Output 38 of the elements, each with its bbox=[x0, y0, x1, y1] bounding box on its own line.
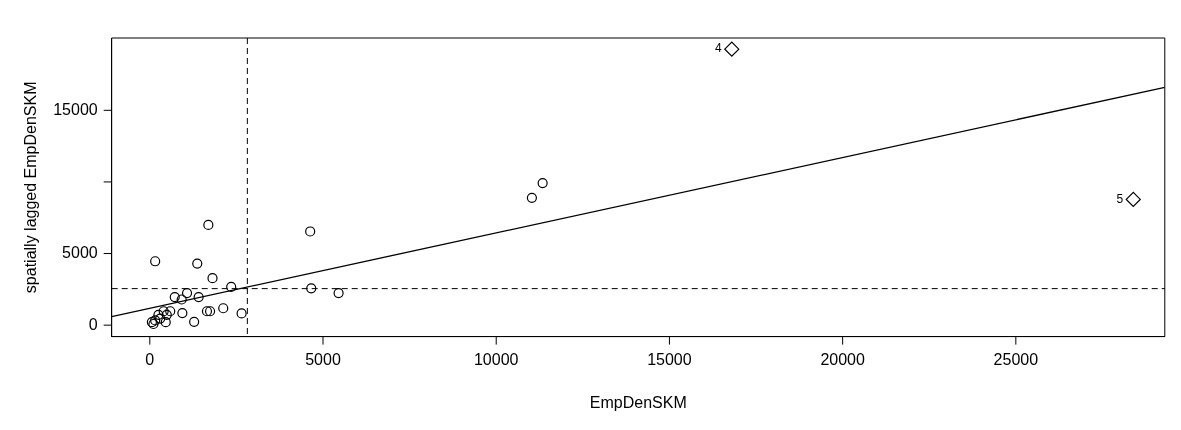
point bbox=[333, 287, 344, 299]
point bbox=[218, 303, 229, 314]
point bbox=[176, 294, 187, 305]
point bbox=[165, 306, 176, 317]
x-tick-label: 20000 bbox=[820, 350, 865, 368]
y-tick-label: 0 bbox=[88, 315, 98, 333]
x-tick-label: 15000 bbox=[647, 350, 692, 368]
point bbox=[203, 219, 214, 230]
point bbox=[305, 226, 316, 237]
point bbox=[181, 287, 193, 299]
point bbox=[724, 41, 740, 57]
point bbox=[537, 177, 548, 189]
x-axis-title: EmpDenSKM bbox=[589, 393, 687, 411]
point bbox=[177, 308, 188, 319]
y-tick-label: 5000 bbox=[62, 243, 98, 261]
point bbox=[526, 192, 537, 203]
point bbox=[1125, 191, 1141, 207]
x-tick-label: 5000 bbox=[305, 350, 341, 368]
point bbox=[226, 281, 237, 292]
point bbox=[193, 291, 204, 303]
y-tick-label: 15000 bbox=[53, 100, 98, 118]
point bbox=[150, 315, 161, 326]
point bbox=[155, 313, 166, 324]
point bbox=[160, 317, 171, 328]
x-tick-label: 25000 bbox=[993, 350, 1039, 368]
point bbox=[150, 256, 161, 267]
annotation: 5 bbox=[1116, 191, 1124, 206]
x-tick-label: 10000 bbox=[473, 350, 519, 368]
x-tick-label: 0 bbox=[145, 350, 155, 368]
point bbox=[153, 309, 164, 320]
point bbox=[169, 291, 180, 303]
y-axis-title: spatially lagged EmpDenSKM bbox=[22, 81, 40, 294]
annotation: 4 bbox=[715, 41, 723, 56]
point bbox=[207, 273, 218, 284]
point bbox=[189, 316, 200, 327]
point bbox=[306, 283, 317, 294]
point bbox=[192, 258, 203, 269]
point bbox=[236, 308, 247, 319]
